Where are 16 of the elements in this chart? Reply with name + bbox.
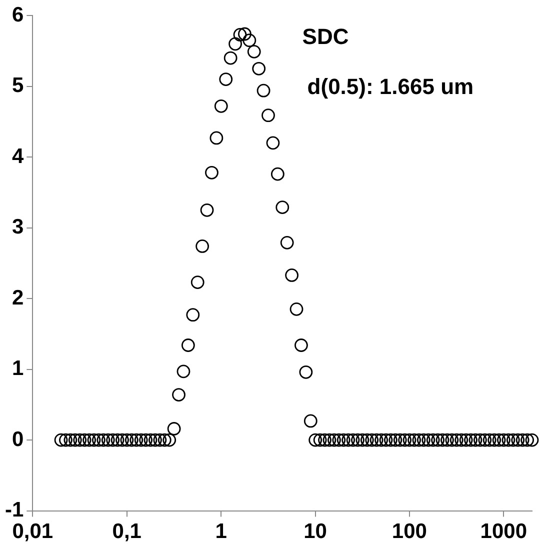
y-tick-label: 0 [12, 428, 24, 451]
y-tick-label: 2 [12, 286, 24, 310]
x-tick-label: 1000 [480, 520, 528, 544]
y-tick-label: 4 [12, 144, 24, 168]
y-tick-label: -1 [4, 498, 24, 522]
x-tick-label: 1 [215, 520, 228, 544]
y-tick-label: 3 [12, 216, 24, 239]
annotation: SDC [302, 24, 349, 49]
x-tick-label: 100 [392, 520, 427, 544]
y-tick-label: 5 [12, 74, 24, 98]
x-tick-label: 0,01 [12, 520, 54, 544]
x-tick-label: 10 [304, 520, 327, 544]
y-tick-label: 6 [12, 3, 24, 26]
annotation: d(0.5): 1.665 um [307, 74, 474, 99]
x-tick-label: 0,1 [112, 520, 142, 544]
y-tick-label: 1 [12, 357, 24, 380]
